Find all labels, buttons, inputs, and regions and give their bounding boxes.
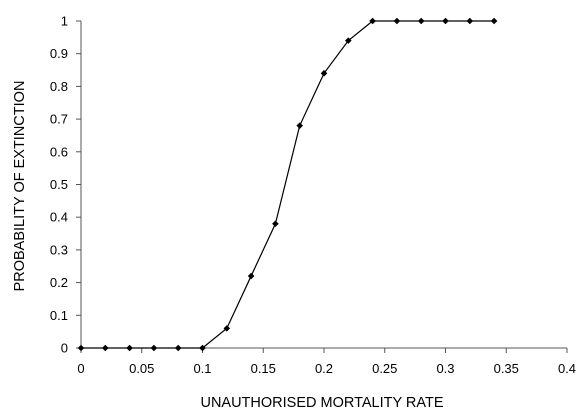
- data-point: [150, 344, 158, 352]
- data-point: [490, 17, 498, 25]
- y-tick-label: 0.4: [50, 210, 68, 225]
- y-tick-labels: 0 0.1 0.2 0.3 0.4 0.5 0.6 0.7 0.8 0.9 1: [50, 14, 68, 356]
- y-tick-label: 0.6: [50, 144, 68, 159]
- x-tick-label: 0.05: [129, 361, 154, 376]
- series-line: [81, 20, 495, 349]
- data-point: [247, 272, 255, 280]
- x-tick-label: 0.3: [436, 361, 454, 376]
- data-point: [345, 37, 352, 44]
- y-tick-label: 0.9: [50, 46, 68, 61]
- y-tick-label: 0.2: [50, 275, 68, 290]
- x-tick-labels: 0 0.05 0.1 0.15 0.2 0.25 0.3 0.35 0.4: [77, 361, 576, 376]
- y-tick-label: 0.3: [50, 242, 68, 257]
- axes: [76, 20, 568, 353]
- x-tick-label: 0.1: [193, 361, 211, 376]
- data-point: [442, 17, 449, 25]
- data-point: [320, 70, 328, 77]
- data-point: [199, 344, 206, 352]
- data-point: [223, 325, 231, 332]
- x-tick-label: 0: [77, 361, 84, 376]
- y-tick-label: 0.7: [50, 112, 68, 127]
- y-tick-label: 0: [61, 341, 68, 356]
- x-tick-label: 0.4: [558, 361, 576, 376]
- x-tick-label: 0.25: [372, 361, 397, 376]
- data-point: [417, 17, 425, 25]
- y-axis-label: PROBABILITY OF EXTINCTION: [12, 81, 28, 292]
- y-tick-label: 0.8: [50, 79, 68, 94]
- y-tick-label: 1: [61, 14, 68, 29]
- data-point: [393, 17, 401, 25]
- x-axis-label: UNAUTHORISED MORTALITY RATE: [200, 395, 443, 411]
- data-point: [272, 220, 279, 228]
- data-point: [102, 344, 109, 352]
- data-point: [126, 344, 133, 352]
- x-tick-label: 0.2: [315, 361, 333, 376]
- x-tick-label: 0.35: [494, 361, 519, 376]
- data-point: [77, 344, 85, 352]
- x-tick-label: 0.15: [251, 361, 276, 376]
- data-point: [466, 17, 474, 25]
- y-tick-label: 0.5: [50, 177, 68, 192]
- y-tick-label: 0.1: [50, 308, 68, 323]
- data-point: [174, 344, 182, 352]
- data-point: [369, 17, 376, 25]
- series-layer: [77, 17, 498, 352]
- data-point: [296, 122, 303, 129]
